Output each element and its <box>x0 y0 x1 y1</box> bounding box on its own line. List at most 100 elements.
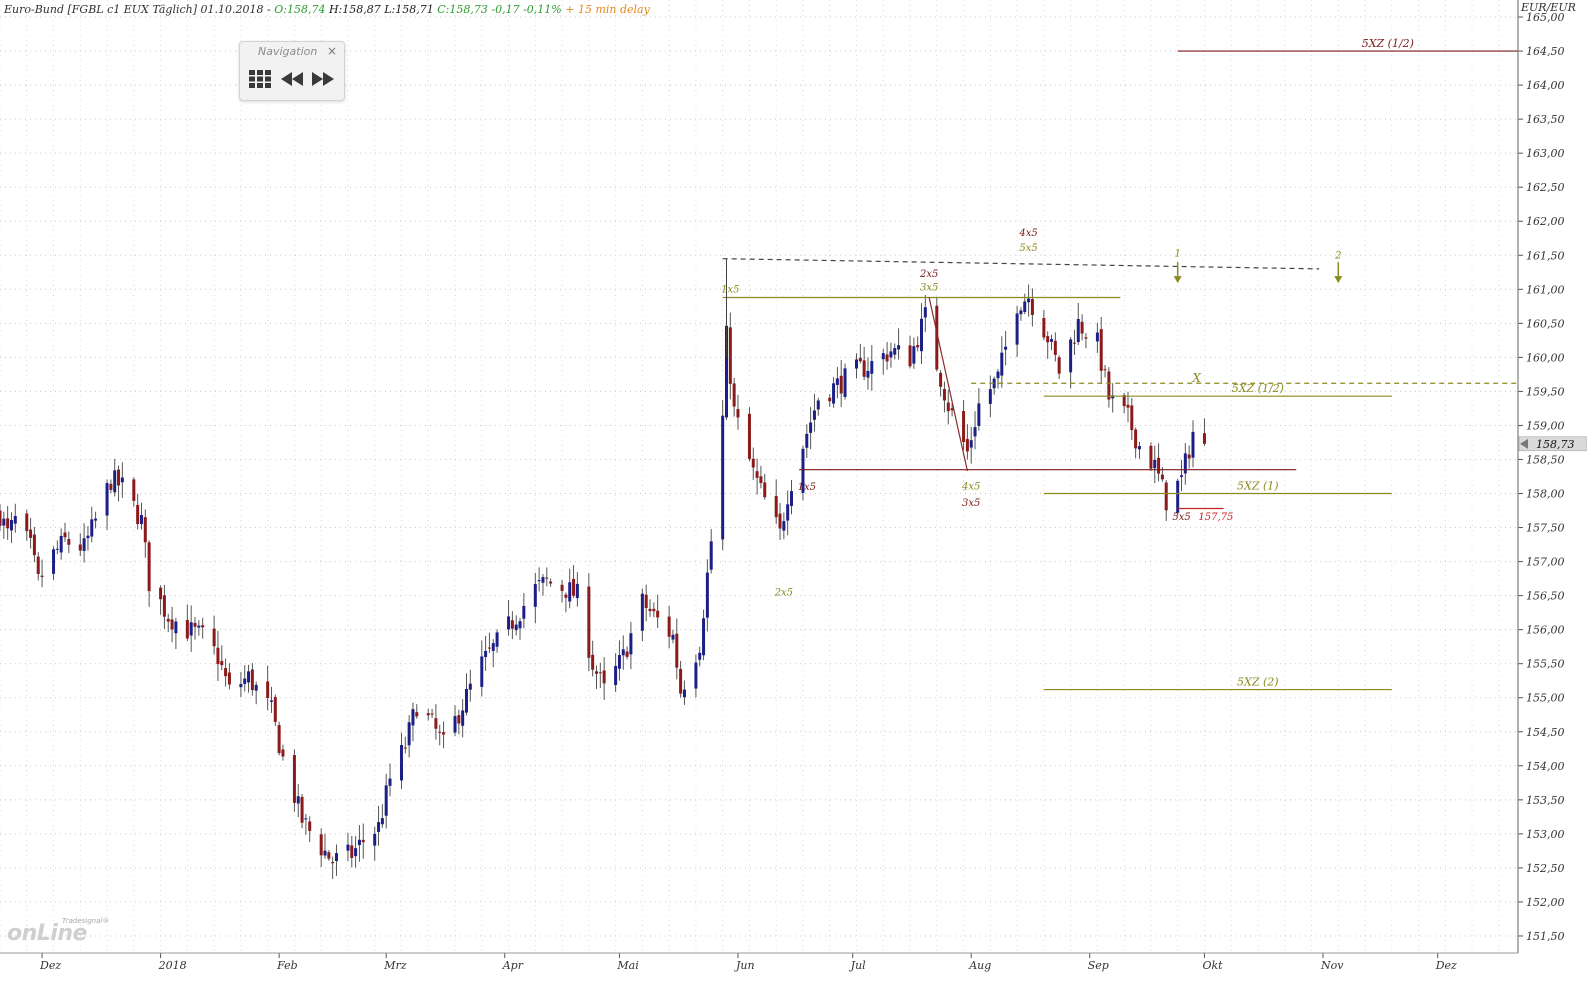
candle-body <box>174 621 178 634</box>
candle <box>1076 302 1080 346</box>
candle-body <box>1111 395 1115 399</box>
candle-body <box>1030 299 1034 315</box>
candle-body <box>36 556 40 574</box>
y-tick-label: 156,50 <box>1526 590 1565 603</box>
wave-label: X <box>1192 371 1202 385</box>
candle <box>786 490 790 536</box>
annotations: 5XZ (1/2) 5XZ (1/2) 5XZ (1) 5XZ (2) 1x5 1x5 2x… <box>721 37 1518 691</box>
wave-label: 1 <box>1175 249 1181 260</box>
candle-body <box>250 669 254 691</box>
candle-body <box>388 778 392 786</box>
candle <box>29 517 33 549</box>
candle <box>1183 443 1187 485</box>
candle <box>63 522 67 542</box>
candle-body <box>113 470 117 493</box>
arrow-head <box>1334 276 1343 284</box>
candle-body <box>988 389 992 404</box>
close-icon[interactable]: × <box>326 44 337 58</box>
candle-body <box>728 327 732 384</box>
candle <box>774 479 778 524</box>
candle <box>277 721 281 756</box>
candle <box>388 763 392 797</box>
candle-body <box>29 529 33 538</box>
candle <box>319 828 323 868</box>
candle-body <box>384 785 388 816</box>
candle <box>1126 391 1130 423</box>
candle <box>430 708 434 719</box>
candle-body <box>220 661 224 666</box>
candle <box>541 574 545 596</box>
candle-body <box>189 622 193 636</box>
candle <box>78 533 82 557</box>
candle <box>587 573 591 672</box>
candle <box>243 665 247 692</box>
candle-body <box>751 458 755 468</box>
candle-body <box>862 360 866 377</box>
candle <box>855 353 859 379</box>
candle-body <box>281 749 285 757</box>
candle-body <box>438 731 442 733</box>
candle-body <box>1153 459 1157 469</box>
candle <box>1157 443 1161 482</box>
candle-body <box>973 427 977 437</box>
candle <box>480 640 484 697</box>
candle <box>881 348 885 375</box>
candle <box>361 823 365 859</box>
wave-label: 157,75 <box>1198 512 1233 523</box>
candle <box>491 639 495 668</box>
candle-body <box>243 678 247 684</box>
candle-body <box>560 584 564 591</box>
candle <box>721 400 725 551</box>
x-tick-label: Feb <box>276 959 298 972</box>
candle <box>373 826 377 861</box>
candle <box>0 504 2 532</box>
x-tick-label: Jul <box>849 959 866 972</box>
candle <box>189 605 193 652</box>
candle <box>1000 336 1004 388</box>
y-tick-label: 151,50 <box>1526 930 1565 943</box>
candle <box>832 377 836 408</box>
candle <box>193 617 197 640</box>
x-tick-label: Aug <box>968 959 991 972</box>
candle <box>564 592 568 613</box>
wave-label: 5x5 <box>1019 243 1037 254</box>
rewind-icon[interactable] <box>280 70 304 92</box>
candlestick-series <box>0 284 1206 880</box>
candle-body <box>139 515 143 525</box>
candle <box>300 793 304 829</box>
fast-forward-icon[interactable] <box>311 70 335 92</box>
candle <box>598 662 602 689</box>
candle-body <box>537 580 541 582</box>
y-tick-label: 158,00 <box>1526 488 1565 501</box>
chart-header: Euro-Bund [FGBL c1 EUX Täglich] 01.10.20… <box>4 3 650 16</box>
candle <box>518 617 522 640</box>
candle-body <box>1160 474 1164 480</box>
candle-body <box>0 510 2 526</box>
candle-body <box>942 389 946 401</box>
candle-body <box>962 411 966 443</box>
wave-zigzag <box>928 297 968 472</box>
candle-body <box>403 747 407 749</box>
candle-body <box>166 618 170 622</box>
candle <box>916 336 920 352</box>
candle <box>908 335 912 369</box>
grid-menu-icon[interactable] <box>249 70 271 92</box>
candle <box>514 615 518 636</box>
candle-body <box>828 397 832 402</box>
arrow-head <box>1173 276 1182 284</box>
navigation-title: Navigation <box>258 45 318 58</box>
candle <box>25 509 29 541</box>
close-value: C:158,73 -0,17 -0,11% <box>437 3 562 16</box>
logo-small-text: Tradesignal® <box>62 917 110 925</box>
candle-body <box>323 850 327 856</box>
candle-body <box>790 491 794 506</box>
candle <box>969 427 973 464</box>
candle-body <box>1053 340 1057 355</box>
candle <box>698 646 702 667</box>
candle-body <box>908 345 912 367</box>
candle <box>950 403 954 417</box>
candle <box>143 509 147 558</box>
navigation-panel[interactable]: Navigation × <box>239 41 345 101</box>
candle <box>109 479 113 494</box>
